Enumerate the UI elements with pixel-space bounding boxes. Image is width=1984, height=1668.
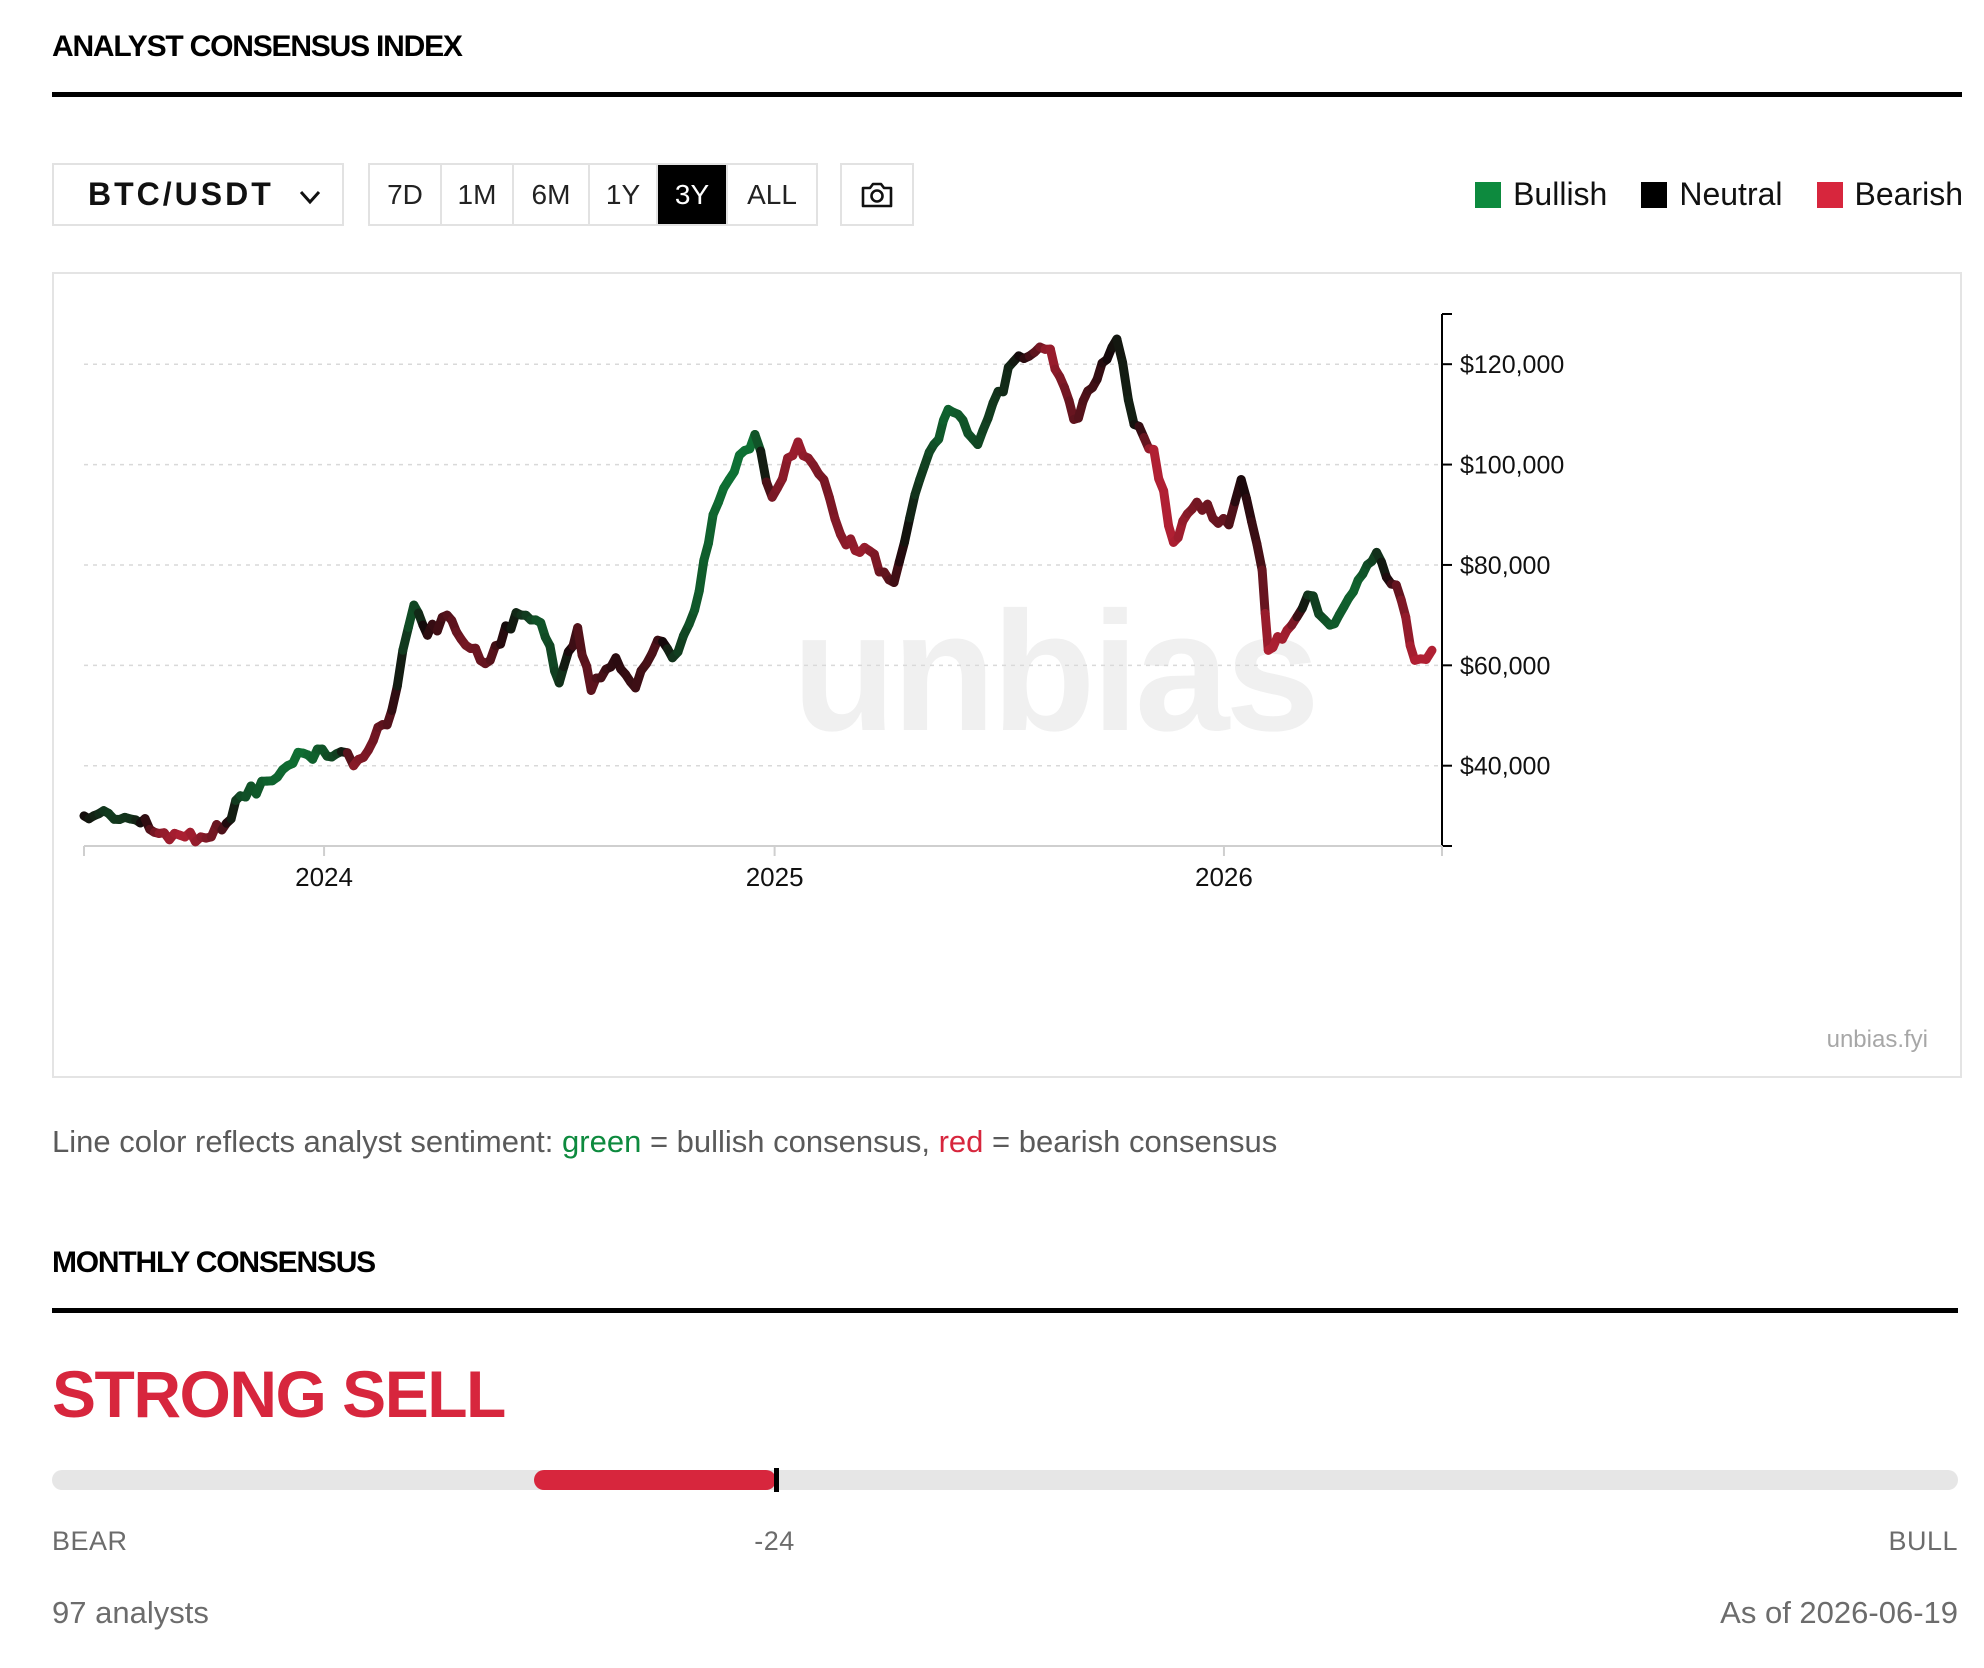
y-tick-label: $40,000 xyxy=(1460,753,1550,781)
legend-item-neutral: Neutral xyxy=(1641,176,1783,213)
legend-item-bearish: Bearish xyxy=(1816,176,1964,213)
legend-swatch-bullish xyxy=(1475,181,1502,208)
legend-label-neutral: Neutral xyxy=(1679,176,1783,212)
price-chart[interactable]: $120,000 $100,000 $80,000 $60,000 $40,000 202… xyxy=(54,274,1960,1076)
range-button-7d[interactable]: 7D xyxy=(370,165,442,224)
chevron-down-icon xyxy=(299,190,321,205)
x-tick-label: 2025 xyxy=(746,862,804,892)
price-segment xyxy=(756,446,771,487)
range-button-1y[interactable]: 1Y xyxy=(590,165,658,224)
caption-green-word: green xyxy=(562,1124,642,1159)
legend-item-bullish: Bullish xyxy=(1475,176,1607,213)
caption-red-word: red xyxy=(938,1124,984,1159)
monthly-rule xyxy=(52,1308,1958,1313)
x-tick-label: 2026 xyxy=(1195,862,1253,892)
price-segment xyxy=(573,623,587,660)
chart-caption: Line color reflects analyst sentiment: g… xyxy=(52,1124,1277,1160)
gauge-marker xyxy=(774,1468,780,1492)
price-segment xyxy=(392,645,408,691)
caption-suffix: = bearish consensus xyxy=(983,1124,1278,1159)
x-tick-label: 2024 xyxy=(295,862,353,892)
chart-panel: unbias $120,000 $100,000 $80,000 $60,000 $40… xyxy=(52,272,1962,1078)
price-segment xyxy=(1257,565,1270,618)
y-tick-label: $80,000 xyxy=(1460,552,1550,580)
legend-swatch-bearish xyxy=(1816,181,1843,208)
source-label: unbias.fyi xyxy=(1826,1026,1928,1053)
legend-label-bullish: Bullish xyxy=(1513,176,1608,212)
range-button-6m[interactable]: 6M xyxy=(514,165,590,224)
as-of-date: As of 2026-06-19 xyxy=(1720,1595,1958,1630)
price-line xyxy=(79,334,1437,847)
legend-swatch-neutral xyxy=(1641,181,1668,208)
page-title: ANALYST CONSENSUS INDEX xyxy=(52,30,463,63)
range-button-all[interactable]: ALL xyxy=(747,178,797,210)
range-button-1m[interactable]: 1M xyxy=(442,165,514,224)
price-segment xyxy=(1159,486,1174,531)
price-segment xyxy=(1149,445,1164,484)
price-segment xyxy=(1401,612,1415,651)
title-rule xyxy=(52,92,1962,97)
price-segment xyxy=(703,510,718,548)
legend-label-bearish: Bearish xyxy=(1854,176,1964,212)
gauge-fill xyxy=(534,1470,777,1490)
gauge-max-label: BULL xyxy=(1888,1526,1958,1556)
snapshot-button[interactable] xyxy=(840,163,914,226)
caption-mid: = bullish consensus, xyxy=(641,1124,939,1159)
chart-legend: Bullish Neutral Bearish xyxy=(1441,176,1963,213)
range-button-3y[interactable]: 3Y xyxy=(658,165,728,224)
caption-prefix: Line color reflects analyst sentiment: xyxy=(52,1124,563,1159)
price-segment xyxy=(694,555,709,596)
price-segment xyxy=(1118,358,1133,405)
consensus-rating: STRONG SELL xyxy=(52,1357,506,1431)
range-selector: 7D 1M 6M 1Y 3Y ALL xyxy=(368,163,818,226)
y-tick-label: $120,000 xyxy=(1460,351,1564,379)
price-segment xyxy=(1260,608,1273,655)
pair-label: BTC/USDT xyxy=(88,176,274,212)
y-tick-label: $100,000 xyxy=(1460,452,1564,480)
analyst-count: 97 analysts xyxy=(52,1595,209,1630)
pair-dropdown[interactable]: BTC/USDT xyxy=(52,163,344,226)
y-tick-label: $60,000 xyxy=(1460,652,1550,680)
consensus-gauge xyxy=(52,1468,1958,1492)
camera-icon xyxy=(861,182,893,207)
gauge-score-label: -24 xyxy=(754,1526,795,1556)
price-segment xyxy=(1421,645,1437,664)
monthly-consensus-title: MONTHLY CONSENSUS xyxy=(52,1246,376,1279)
gauge-min-label: BEAR xyxy=(52,1526,128,1556)
